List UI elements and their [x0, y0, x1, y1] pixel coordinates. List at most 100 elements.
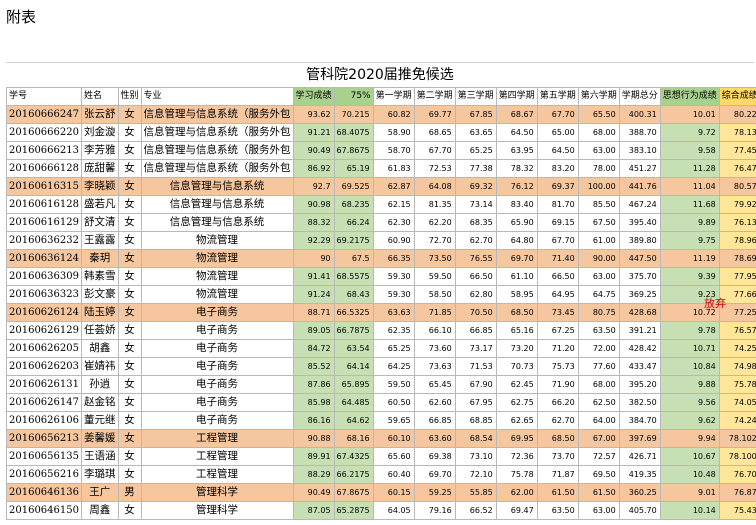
note-withdrawn: 放弃 — [704, 297, 726, 310]
candidates-table: 学号 姓名 性别 专业 学习成绩 75% 第一学期 第二学期 第三学期 第四学期… — [6, 87, 756, 520]
cell-study: 85.52 — [292, 357, 335, 376]
cell-s5: 67.70 — [536, 231, 579, 250]
cell-s3: 68.54 — [454, 429, 497, 448]
cell-moral: 11.68 — [659, 195, 720, 214]
cell-s2: 67.70 — [413, 141, 456, 160]
cell-s1: 66.35 — [372, 249, 415, 268]
cell-s4: 62.75 — [495, 393, 538, 412]
table-body: 学号 姓名 性别 专业 学习成绩 75% 第一学期 第二学期 第三学期 第四学期… — [6, 87, 756, 520]
cell-s1: 62.30 — [372, 213, 415, 232]
table-row: 20160636232 王露露女物流管理 92.29 69.2175 60.90 72.7… — [6, 231, 756, 250]
cell-comp: 78.100 — [718, 447, 756, 466]
cell-study: 86.92 — [292, 159, 335, 178]
cell-s4: 62.45 — [495, 375, 538, 394]
cell-name: 陆玉婷 — [81, 303, 119, 322]
cell-name: 彭文豪 — [81, 285, 119, 304]
cell-s6: 72.00 — [577, 339, 620, 358]
cell-sid: 20160616129 — [6, 213, 82, 232]
cell-p75: 68.5575 — [333, 267, 374, 286]
cell-moral: 9.72 — [659, 123, 720, 142]
cell-s5: 75.73 — [536, 357, 579, 376]
cell-sid: 20160656135 — [6, 447, 82, 466]
cell-s1: 64.25 — [372, 357, 415, 376]
cell-s5: 65.00 — [536, 123, 579, 142]
cell-s6: 78.00 — [577, 159, 620, 178]
table-row: 20160656213 姜馨媛女工程管理 90.88 68.16 60.10 63.60 6… — [6, 429, 756, 448]
cell-total: 382.50 — [618, 393, 661, 412]
cell-total: 400.31 — [618, 105, 661, 124]
cell-sid: 20160666247 — [6, 105, 82, 124]
cell-moral: 9.01 — [659, 483, 720, 502]
cell-s2: 73.50 — [413, 249, 456, 268]
cell-study: 88.71 — [292, 303, 335, 322]
cell-s2: 59.25 — [413, 483, 456, 502]
cell-s3: 67.85 — [454, 105, 497, 124]
header-cell-sid: 学号 — [6, 87, 82, 106]
cell-s3: 66.50 — [454, 267, 497, 286]
cell-s1: 62.35 — [372, 321, 415, 340]
cell-s3: 68.85 — [454, 411, 497, 430]
cell-sid: 20160656213 — [6, 429, 82, 448]
header-cell-major: 专业 — [140, 87, 294, 106]
table-row: 20160616128 盛若凡女信息管理与信息系统 90.98 68.235 62.15… — [6, 195, 756, 214]
cell-study: 90 — [292, 249, 335, 268]
cell-moral: 11.04 — [659, 177, 720, 196]
cell-p75: 66.7875 — [333, 321, 374, 340]
cell-s2: 79.16 — [413, 501, 456, 520]
cell-s6: 67.50 — [577, 213, 620, 232]
cell-p75: 66.24 — [333, 213, 374, 232]
header-cell-p75: 75% — [333, 87, 374, 106]
cell-gender: 女 — [117, 375, 142, 394]
cell-study: 91.41 — [292, 267, 335, 286]
cell-comp: 74.98 — [718, 357, 756, 376]
cell-sid: 20160636323 — [6, 285, 82, 304]
cell-study: 90.88 — [292, 429, 335, 448]
cell-name: 李璐琪 — [81, 465, 119, 484]
cell-p75: 70.215 — [333, 105, 374, 124]
cell-total: 389.80 — [618, 231, 661, 250]
header-row: 学号 姓名 性别 专业 学习成绩 75% 第一学期 第二学期 第三学期 第四学期… — [6, 87, 756, 106]
table-row: 20160666213 李芳雅女信息管理与信息系统（服务外包 90.49 67.867… — [6, 141, 756, 160]
cell-moral: 10.67 — [659, 447, 720, 466]
cell-study: 84.72 — [292, 339, 335, 358]
cell-sid: 20160626147 — [6, 393, 82, 412]
cell-comp: 80.57 — [718, 177, 756, 196]
cell-s2: 59.50 — [413, 267, 456, 286]
cell-s5: 64.50 — [536, 141, 579, 160]
table-row: 20160626131 孙逍女电子商务 87.86 65.895 59.50 65.45 6… — [6, 375, 756, 394]
table-row: 20160636309 韩素雪女物流管理 91.41 68.5575 59.30 59.5… — [6, 267, 756, 286]
cell-s2: 63.60 — [413, 429, 456, 448]
cell-s3: 71.53 — [454, 357, 497, 376]
cell-name: 王语涵 — [81, 447, 119, 466]
header-cell-moral: 思想行为成绩 — [659, 87, 720, 106]
cell-s5: 61.50 — [536, 483, 579, 502]
cell-name: 王广 — [81, 483, 119, 502]
cell-s1: 65.25 — [372, 339, 415, 358]
cell-p75: 68.16 — [333, 429, 374, 448]
cell-comp: 74.25 — [718, 339, 756, 358]
spreadsheet: 管科院2020届推免候选 学号 姓名 性别 专业 学习成绩 75% 第一学期 第… — [6, 62, 756, 522]
cell-sid: 20160626124 — [6, 303, 82, 322]
cell-sid: 20160636124 — [6, 249, 82, 268]
cell-s6: 64.00 — [577, 411, 620, 430]
cell-gender: 女 — [117, 411, 142, 430]
cell-major: 电子商务 — [140, 339, 294, 358]
cell-total: 375.70 — [618, 267, 661, 286]
cell-gender: 女 — [117, 159, 142, 178]
cell-s5: 83.20 — [536, 159, 579, 178]
cell-major: 工程管理 — [140, 429, 294, 448]
cell-s3: 65.25 — [454, 141, 497, 160]
cell-gender: 女 — [117, 393, 142, 412]
cell-s5: 64.95 — [536, 285, 579, 304]
cell-comp: 79.92 — [718, 195, 756, 214]
cell-s6: 62.50 — [577, 393, 620, 412]
cell-s6: 64.75 — [577, 285, 620, 304]
header-cell-total: 学期总分 — [618, 87, 661, 106]
cell-s2: 68.65 — [413, 123, 456, 142]
cell-total: 397.69 — [618, 429, 661, 448]
cell-s4: 76.12 — [495, 177, 538, 196]
table-row: 20160626124 陆玉婷女电子商务 88.71 66.5325 63.63 71.8… — [6, 303, 756, 322]
cell-s4: 69.47 — [495, 501, 538, 520]
cell-gender: 女 — [117, 465, 142, 484]
cell-s1: 65.60 — [372, 447, 415, 466]
